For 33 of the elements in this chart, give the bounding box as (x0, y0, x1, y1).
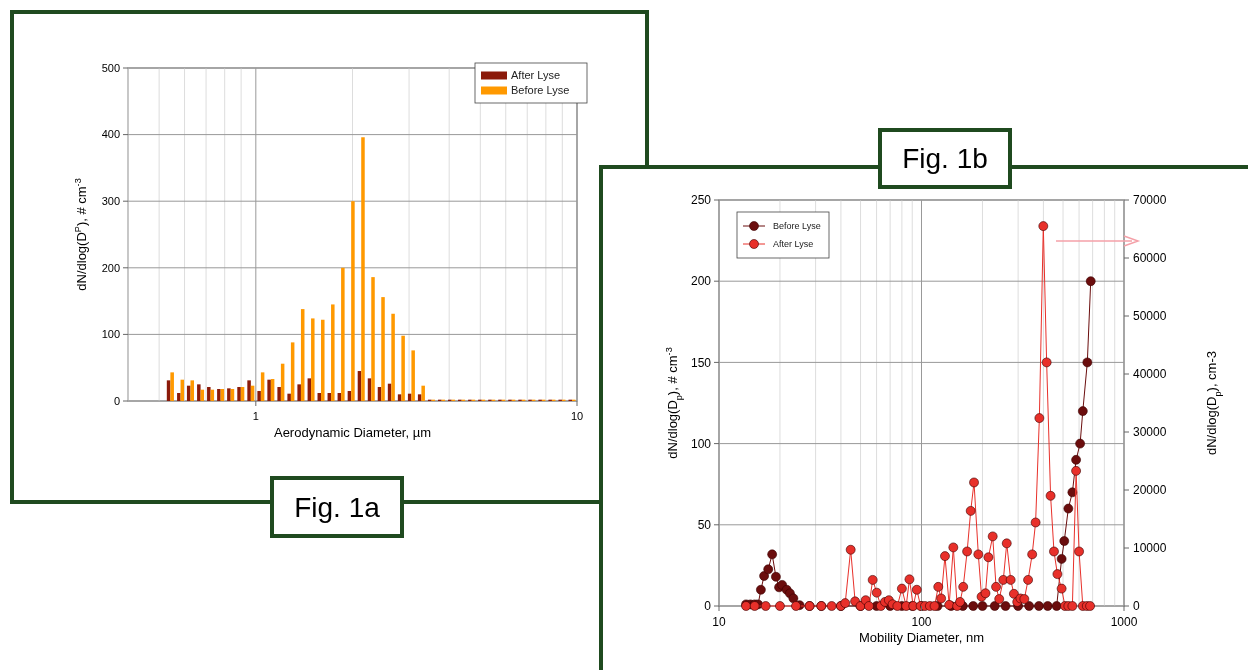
y-tick-label: 100 (101, 328, 120, 341)
legend-label: After Lyse (511, 69, 561, 82)
y2-tick-label: 10000 (1133, 541, 1167, 556)
y2-tick-label: 20000 (1133, 483, 1167, 498)
y-tick-label: 150 (690, 355, 712, 370)
x-axis-title: Aerodynamic Diameter, µm (273, 425, 432, 440)
y-tick-label: 500 (101, 61, 120, 74)
x-tick-label: 10 (712, 615, 726, 629)
legend-label: Before Lyse (511, 84, 570, 97)
text: Fig. 1a (294, 491, 381, 523)
x-tick-label: 10 (570, 410, 584, 422)
y-tick-label: 400 (101, 128, 120, 141)
y-tick-label: 300 (101, 195, 120, 208)
y2-tick-label: 30000 (1133, 425, 1167, 440)
y2-tick-label: 50000 (1133, 309, 1167, 324)
y-tick-label: 250 (690, 193, 712, 208)
y-tick-label: 200 (690, 274, 712, 289)
y2-tick-label: 70000 (1133, 193, 1167, 208)
y-tick-label: 200 (101, 261, 120, 274)
x-tick-label: 100 (911, 615, 932, 629)
legend-label: After Lyse (773, 239, 814, 250)
y2-tick-label: 40000 (1133, 367, 1167, 382)
y-tick-label: 50 (697, 518, 712, 532)
x-tick-label: 1000 (1110, 615, 1138, 629)
y2-tick-label: 60000 (1133, 251, 1167, 266)
y-tick-label: 0 (704, 599, 712, 614)
legend-label: Before Lyse (773, 221, 821, 232)
y-tick-label: 0 (113, 394, 120, 407)
y2-tick-label: 0 (1133, 599, 1140, 614)
chart-title: Fig. 1b (902, 143, 988, 175)
y-tick-label: 100 (690, 436, 712, 451)
x-tick-label: 1 (252, 410, 259, 422)
x-axis-title: Mobility Diameter, nm (859, 630, 984, 645)
